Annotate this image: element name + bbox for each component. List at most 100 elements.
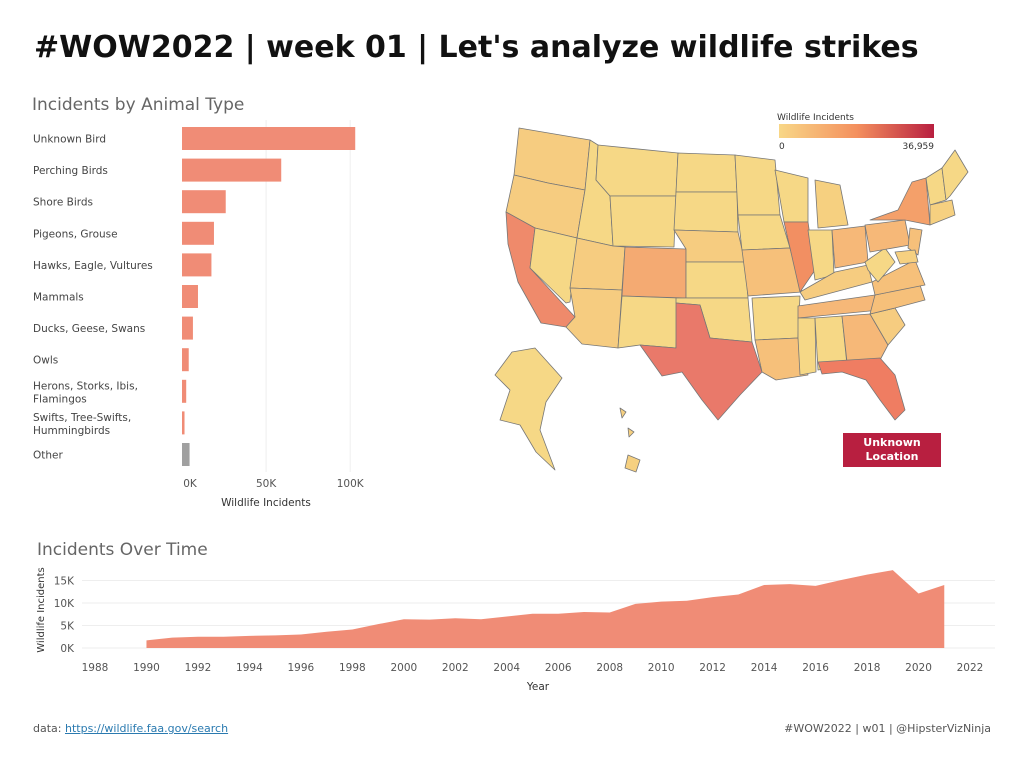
state-VA[interactable] <box>871 259 926 296</box>
unknown-location-button[interactable]: Unknown Location <box>843 433 941 467</box>
bar-x-axis-label: Wildlife Incidents <box>221 497 311 509</box>
bar-8 <box>182 379 187 403</box>
bar-6 <box>182 316 193 340</box>
area-x-tick: 2008 <box>596 662 623 674</box>
bar-3 <box>182 221 214 245</box>
state-NM[interactable] <box>617 295 679 349</box>
map-legend-gradient <box>779 124 934 138</box>
area-x-tick: 1990 <box>133 662 160 674</box>
bar-10 <box>182 443 190 466</box>
bar-9 <box>182 411 185 435</box>
bar-category-label: Flamingos <box>33 393 87 405</box>
bar-5 <box>182 285 198 308</box>
state-AZ[interactable] <box>565 287 623 349</box>
area-x-tick: 1988 <box>82 662 109 674</box>
bar-category-label: Ducks, Geese, Swans <box>33 323 145 335</box>
state-ND[interactable] <box>675 152 738 193</box>
area-y-tick: 15K <box>54 576 75 588</box>
state-PA[interactable] <box>864 219 911 253</box>
state-SD[interactable] <box>673 191 739 233</box>
unknown-location-line1: Unknown <box>863 436 921 449</box>
area-x-tick: 2004 <box>493 662 520 674</box>
bar-x-tick: 50K <box>256 478 277 490</box>
state-NV[interactable] <box>529 227 578 304</box>
source-note: data: https://wildlife.faa.gov/search <box>33 722 228 735</box>
area-x-axis-label: Year <box>526 681 550 693</box>
state-NJ[interactable] <box>907 227 923 256</box>
bar-category-label: Other <box>33 450 63 462</box>
state-IL[interactable] <box>783 221 816 293</box>
bar-4 <box>182 253 212 277</box>
time-section-title: Incidents Over Time <box>37 540 208 560</box>
bar-0 <box>182 127 356 150</box>
area-x-tick: 2022 <box>957 662 984 674</box>
state-KS[interactable] <box>685 261 749 299</box>
state-HI[interactable] <box>619 407 641 473</box>
state-KY[interactable] <box>799 264 873 301</box>
map-legend-max: 36,959 <box>903 142 935 152</box>
state-AR[interactable] <box>751 295 801 341</box>
area-x-tick: 2012 <box>699 662 726 674</box>
area-y-axis-label: Wildlife Incidents <box>36 567 47 653</box>
bar-category-label: Hummingbirds <box>33 425 110 437</box>
state-FL[interactable] <box>817 357 906 421</box>
state-NY[interactable] <box>869 177 931 226</box>
area-y-tick: 0K <box>60 643 75 655</box>
bar-category-label: Owls <box>33 355 58 367</box>
incidents-over-time-chart: 0K 5K 10K 15K 1988 1990 1992 1994 1996 1998 2000 20… <box>36 567 995 693</box>
dashboard-title: #WOW2022 | week 01 | Let's analyze wildl… <box>34 30 919 65</box>
state-OH[interactable] <box>831 225 869 269</box>
state-LA[interactable] <box>754 337 809 381</box>
area-x-tick: 2020 <box>905 662 932 674</box>
state-MS[interactable] <box>797 317 817 376</box>
area-x-tick: 1992 <box>185 662 212 674</box>
bar-category-label: Mammals <box>33 292 84 304</box>
source-prefix: data: <box>33 722 62 735</box>
area-y-tick: 10K <box>54 598 75 610</box>
area-x-tick: 2010 <box>648 662 675 674</box>
area-x-tick: 2002 <box>442 662 469 674</box>
bar-x-tick: 100K <box>337 478 365 490</box>
bar-category-label: Herons, Storks, Ibis, <box>33 380 138 392</box>
state-AK[interactable] <box>494 347 563 471</box>
state-WY[interactable] <box>609 195 677 248</box>
bar-category-label: Perching Birds <box>33 165 108 177</box>
state-GA[interactable] <box>841 313 889 363</box>
area-y-tick: 5K <box>60 621 75 633</box>
state-TX[interactable] <box>639 302 763 421</box>
state-MA-CT-RI[interactable] <box>929 199 956 226</box>
area-series <box>146 570 945 648</box>
area-x-tick: 2016 <box>802 662 829 674</box>
area-x-tick: 2014 <box>751 662 778 674</box>
area-x-tick: 2000 <box>390 662 417 674</box>
bar-category-label: Swifts, Tree-Swifts, <box>33 412 131 424</box>
area-x-tick: 1994 <box>236 662 263 674</box>
bar-1 <box>182 158 282 182</box>
bar-x-tick: 0K <box>183 478 198 490</box>
area-x-tick: 1996 <box>288 662 315 674</box>
state-ME[interactable] <box>941 149 969 201</box>
us-choropleth-map: Wildlife Incidents 0 36,959 <box>494 113 969 473</box>
animal-type-bar-chart: Unknown Bird Perching Birds Shore Birds Pig… <box>33 120 365 509</box>
state-MT[interactable] <box>595 144 679 197</box>
state-DE-MD[interactable] <box>894 249 919 265</box>
bar-category-label: Hawks, Eagle, Vultures <box>33 260 153 272</box>
map-legend-title: Wildlife Incidents <box>777 113 854 123</box>
unknown-location-line2: Location <box>865 450 919 463</box>
bar-2 <box>182 190 226 214</box>
map-legend-min: 0 <box>779 142 785 152</box>
area-x-tick: 1998 <box>339 662 366 674</box>
bar-7 <box>182 348 189 372</box>
state-IA[interactable] <box>737 214 791 251</box>
credit-note: #WOW2022 | w01 | @HipsterVizNinja <box>784 722 991 735</box>
state-MN[interactable] <box>734 154 781 216</box>
area-x-tick: 2018 <box>854 662 881 674</box>
area-x-tick: 2006 <box>545 662 572 674</box>
source-link[interactable]: https://wildlife.faa.gov/search <box>64 722 229 735</box>
bar-section-title: Incidents by Animal Type <box>32 95 245 115</box>
bar-category-label: Pigeons, Grouse <box>33 228 118 240</box>
state-MI[interactable] <box>814 179 849 229</box>
bar-category-label: Shore Birds <box>33 197 93 209</box>
state-CO[interactable] <box>621 246 687 299</box>
bar-category-label: Unknown Bird <box>33 134 106 146</box>
